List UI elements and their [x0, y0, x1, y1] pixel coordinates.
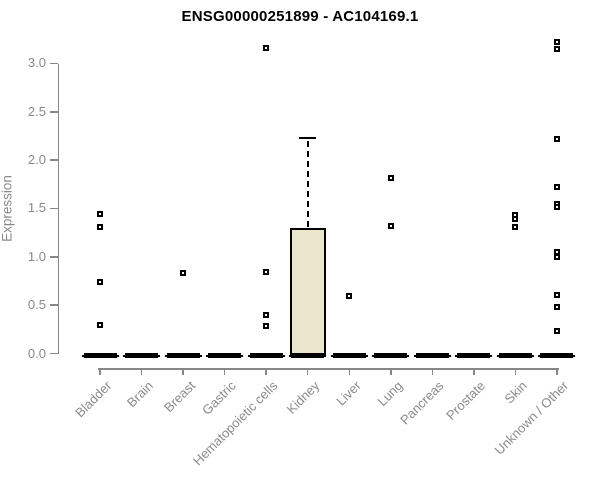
median-bar — [374, 353, 408, 358]
x-axis-line — [98, 368, 559, 370]
x-axis-tick — [99, 368, 101, 375]
outlier-point — [263, 44, 270, 51]
y-axis-tick-label: 2.0 — [27, 152, 46, 168]
median-bar — [83, 353, 117, 358]
outlier-point — [553, 304, 560, 311]
y-axis-tick-label: 0.0 — [27, 345, 46, 361]
outlier-point — [263, 269, 270, 276]
x-axis-tick — [348, 368, 351, 375]
x-axis-category-label: Pancreas — [397, 378, 447, 428]
box-iqr — [289, 227, 326, 357]
y-axis-tick — [49, 111, 58, 113]
outlier-point — [512, 216, 519, 223]
median-bar — [332, 353, 366, 358]
median-bar — [208, 353, 242, 358]
median-bar — [498, 353, 532, 358]
median-bar — [540, 353, 574, 358]
y-axis-tick — [49, 256, 58, 258]
x-axis-tick — [265, 368, 267, 375]
x-axis-category-label: Skin — [501, 378, 531, 407]
y-axis-tick-label: 2.5 — [27, 103, 46, 119]
y-axis-tick-label: 0.5 — [27, 297, 46, 313]
y-axis-tick — [49, 304, 58, 306]
outlier-point — [553, 135, 560, 142]
x-axis-tick — [514, 368, 517, 375]
x-axis-category-label: Breast — [160, 378, 198, 416]
median-bar — [457, 353, 491, 358]
outlier-point — [512, 223, 519, 230]
y-axis-tick-label: 3.0 — [27, 55, 46, 71]
y-axis-line — [57, 63, 59, 354]
outlier-point — [263, 311, 270, 318]
outlier-point — [180, 270, 187, 277]
x-axis-category-label: Gastric — [199, 378, 240, 418]
outlier-point — [553, 291, 560, 298]
y-axis-title: Expression — [0, 175, 15, 242]
outlier-point — [553, 184, 560, 191]
outlier-point — [97, 211, 103, 218]
x-axis-category-label: Liver — [333, 378, 364, 409]
outlier-point — [553, 45, 560, 52]
y-axis-tick-label: 1.0 — [27, 248, 46, 264]
y-axis-tick — [49, 207, 58, 210]
outlier-point — [346, 293, 353, 300]
x-axis-tick — [140, 368, 143, 375]
upper-whisker-cap — [299, 136, 317, 140]
outlier-point — [553, 203, 560, 210]
upper-whisker — [306, 140, 309, 227]
median-bar — [249, 353, 283, 358]
y-axis-tick-label: 1.5 — [27, 200, 46, 216]
x-axis-category-label: Unknown / Other — [492, 378, 572, 458]
x-axis-category-label: Kidney — [283, 378, 323, 417]
median-bar — [166, 353, 200, 358]
outlier-point — [263, 323, 270, 330]
y-axis-tick — [49, 352, 58, 355]
median-bar — [125, 353, 159, 358]
x-axis-tick — [556, 368, 558, 375]
x-axis-tick — [431, 368, 434, 375]
outlier-point — [97, 278, 103, 285]
x-axis-tick — [223, 368, 226, 375]
y-axis-tick — [49, 62, 58, 65]
x-axis-category-label: Lung — [374, 378, 406, 410]
x-axis-category-label: Prostate — [443, 378, 489, 423]
outlier-point — [553, 253, 560, 260]
x-axis-category-label: Brain — [124, 378, 157, 411]
y-axis-tick — [49, 159, 58, 161]
outlier-point — [553, 39, 560, 46]
x-axis-tick — [473, 368, 475, 375]
x-axis-tick — [306, 368, 309, 375]
outlier-point — [387, 222, 394, 229]
outlier-point — [97, 322, 103, 329]
outlier-point — [553, 328, 560, 335]
x-axis-tick — [390, 368, 392, 375]
x-axis-tick — [182, 368, 184, 375]
outlier-point — [387, 174, 394, 181]
x-axis-category-label: Bladder — [72, 378, 115, 421]
chart-title: ENSG00000251899 - AC104169.1 — [181, 8, 419, 25]
median-bar — [415, 353, 449, 358]
outlier-point — [97, 223, 103, 230]
median-bar — [291, 353, 325, 358]
